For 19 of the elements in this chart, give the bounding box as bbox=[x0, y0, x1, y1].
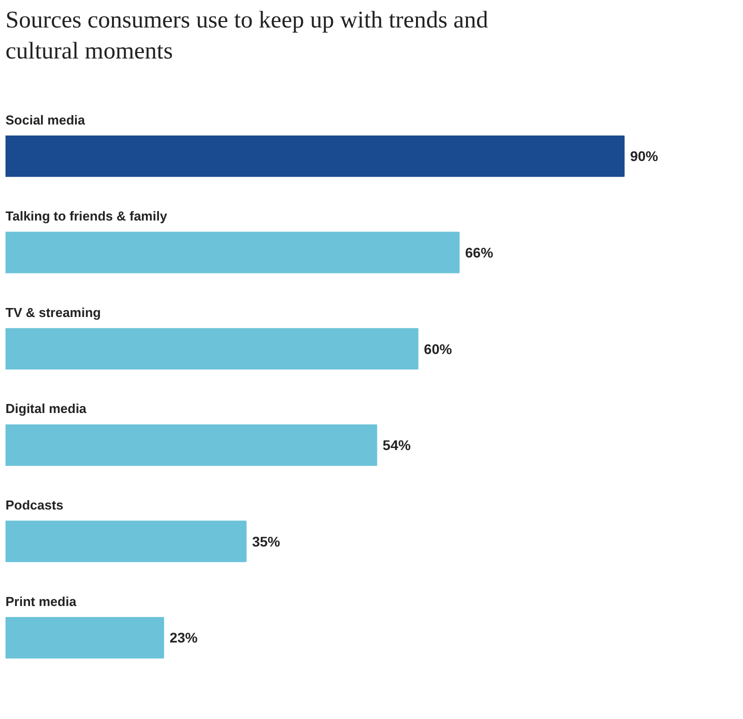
data-label: 90% bbox=[630, 148, 659, 164]
bar bbox=[6, 616, 164, 658]
y-tick-label: Talking to friends & family bbox=[6, 208, 168, 224]
bar bbox=[6, 520, 247, 562]
bar bbox=[6, 424, 378, 466]
y-tick-label: Digital media bbox=[6, 401, 88, 416]
data-label: 35% bbox=[252, 533, 281, 550]
data-label: 54% bbox=[382, 437, 412, 454]
data-label: 66% bbox=[465, 244, 494, 260]
y-tick-label: Print media bbox=[6, 594, 78, 609]
data-label: 60% bbox=[424, 340, 452, 357]
bar bbox=[6, 232, 460, 274]
bar bbox=[6, 135, 625, 177]
data-label: 23% bbox=[170, 630, 198, 646]
chart-title: Sources consumers use to keep up with trends and cultural moments bbox=[6, 7, 488, 64]
y-tick-label: Social media bbox=[6, 112, 86, 128]
bar bbox=[6, 328, 418, 370]
y-tick-label: Podcasts bbox=[6, 498, 64, 513]
y-tick-label: TV & streaming bbox=[6, 304, 101, 320]
